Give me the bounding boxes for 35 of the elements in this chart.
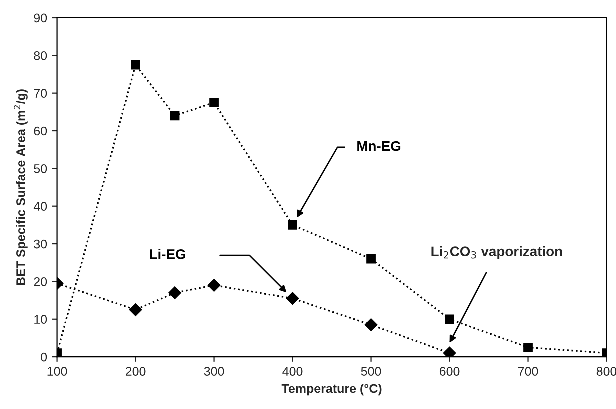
x-tick-label: 500	[361, 367, 382, 376]
annotation: Li$_{2}$CO$_{3}$ vaporization	[432, 246, 562, 260]
text: Li-EG	[150, 249, 186, 260]
y-tick-label: 10	[34, 315, 48, 324]
y-tick-label: 90	[34, 14, 48, 23]
y-tick-label: 30	[34, 240, 48, 249]
text: Mn-EG	[358, 141, 401, 152]
x-tick-label: 600	[440, 367, 460, 376]
point	[168, 286, 182, 300]
point	[129, 304, 142, 316]
y-tick-label: 20	[34, 278, 48, 286]
point	[170, 111, 180, 121]
point	[288, 220, 298, 230]
point	[210, 98, 219, 108]
y-tick-label: 0	[41, 352, 48, 362]
x-tick-label: 300	[204, 367, 224, 376]
x-axis-title: Temperature (°C)	[282, 384, 382, 396]
point	[524, 342, 533, 352]
point	[286, 292, 300, 306]
point	[208, 279, 221, 292]
point	[364, 318, 378, 332]
x-tick-label: 400	[282, 367, 303, 376]
point	[131, 60, 140, 70]
y-tick-label: 50	[34, 164, 48, 174]
y-tick-label: 40	[34, 202, 48, 212]
y-tick-label: 70	[34, 89, 48, 98]
y-axis-title: BET Specific Surface Area (m$^{2}$/g)	[14, 90, 28, 286]
point	[445, 314, 454, 324]
y-tick-label: 60	[34, 126, 48, 136]
y-tick-label: 80	[34, 51, 48, 60]
x-tick-label: 100	[48, 367, 68, 376]
x-tick-label: 700	[518, 367, 538, 376]
point	[366, 254, 376, 264]
point	[443, 346, 456, 358]
x-tick-label: 200	[126, 367, 146, 376]
